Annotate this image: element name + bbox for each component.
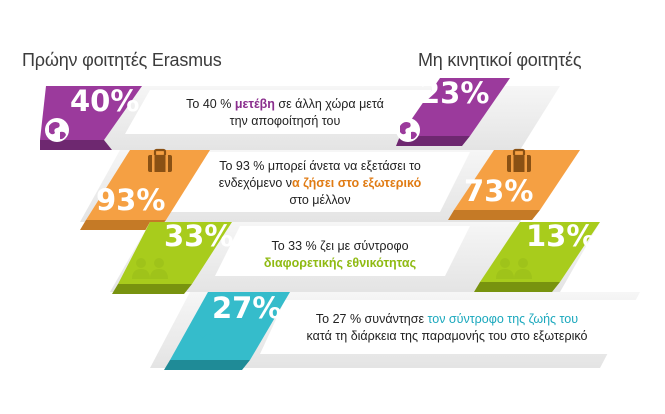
statement-4: Το 27 % συνάντησε τον σύντροφο της ζωής … [282, 311, 612, 345]
statement-1-mid: σε άλλη χώρα μετά [274, 97, 384, 111]
erasmus-pct-2: 93% [96, 183, 165, 217]
globe-icon [45, 118, 69, 142]
statement-1-pre: Το 40 % [186, 97, 235, 111]
statement-1-highlight: μετέβη [234, 97, 275, 111]
row-3-left-tile [118, 222, 232, 284]
non-mobile-pct-3: 13% [526, 219, 595, 253]
statement-2-line2-pre: ενδεχόμενο ν [218, 176, 293, 190]
row-2 [80, 148, 580, 230]
row-3-right-tile [480, 222, 600, 282]
heart-icon [192, 334, 214, 355]
statement-4-line2: κατά τη διάρκεια της παραμονής του στο ε… [306, 329, 588, 343]
row-1-left-tile-shadow [40, 140, 112, 150]
row-2-right-tile-shadow [448, 210, 540, 220]
header-erasmus: Πρώην φοιτητές Erasmus [22, 50, 222, 70]
suitcase-icon [148, 148, 172, 172]
row-1 [40, 78, 560, 150]
statement-3-highlight: διαφορετικής εθνικότητας [263, 256, 417, 270]
statement-3-pre: Το 33 % ζει με σύντροφο [271, 239, 409, 253]
row-1-right-tile [400, 78, 510, 136]
row-3-left-tile-shadow [112, 284, 192, 294]
row-4 [150, 292, 640, 370]
row-2-left-tile [86, 150, 210, 220]
row-1-text-panel [125, 90, 450, 134]
statement-1-line2: την αποφοίτησή του [229, 114, 341, 128]
erasmus-pct-3: 33% [164, 219, 233, 253]
row-3-right-tile-shadow [474, 282, 560, 292]
header-non-mobile: Μη κινητικοί φοιτητές [418, 50, 582, 70]
statement-2-highlight: α ζήσει στο εξωτερικό [292, 176, 422, 190]
row-3-text-panel [215, 226, 470, 276]
row-2-right-tile [454, 150, 580, 210]
row-4-text-panel [260, 300, 640, 354]
erasmus-pct-1: 40% [70, 84, 139, 118]
row-2-text-panel [170, 152, 470, 212]
row-4-left-tile-shadow [164, 360, 250, 370]
statement-2-line3: στο μέλλον [289, 193, 351, 207]
non-mobile-pct-1: 23% [420, 76, 489, 110]
statement-1: Το 40 % μετέβη σε άλλη χώρα μετά την απο… [150, 96, 420, 130]
statement-3: Το 33 % ζει με σύντροφο διαφορετικής εθν… [240, 238, 440, 272]
globe-icon-right [396, 118, 420, 142]
row-2-left-tile-shadow [80, 220, 166, 230]
statement-2-pre: Το 93 % μπορεί άνετα να εξετάσει το [219, 159, 421, 173]
statement-2: Το 93 % μπορεί άνετα να εξετάσει το ενδε… [190, 158, 450, 209]
statement-4-pre: Το 27 % συνάντησε [315, 312, 428, 326]
statement-4-highlight: τον σύντροφο της ζωής του [427, 312, 579, 326]
couple-icon [132, 258, 168, 279]
erasmus-pct-4: 27% [212, 291, 281, 325]
non-mobile-pct-2: 73% [464, 174, 533, 208]
couple-icon-right [496, 258, 532, 279]
suitcase-icon-right [507, 148, 531, 172]
row-3 [110, 222, 600, 294]
